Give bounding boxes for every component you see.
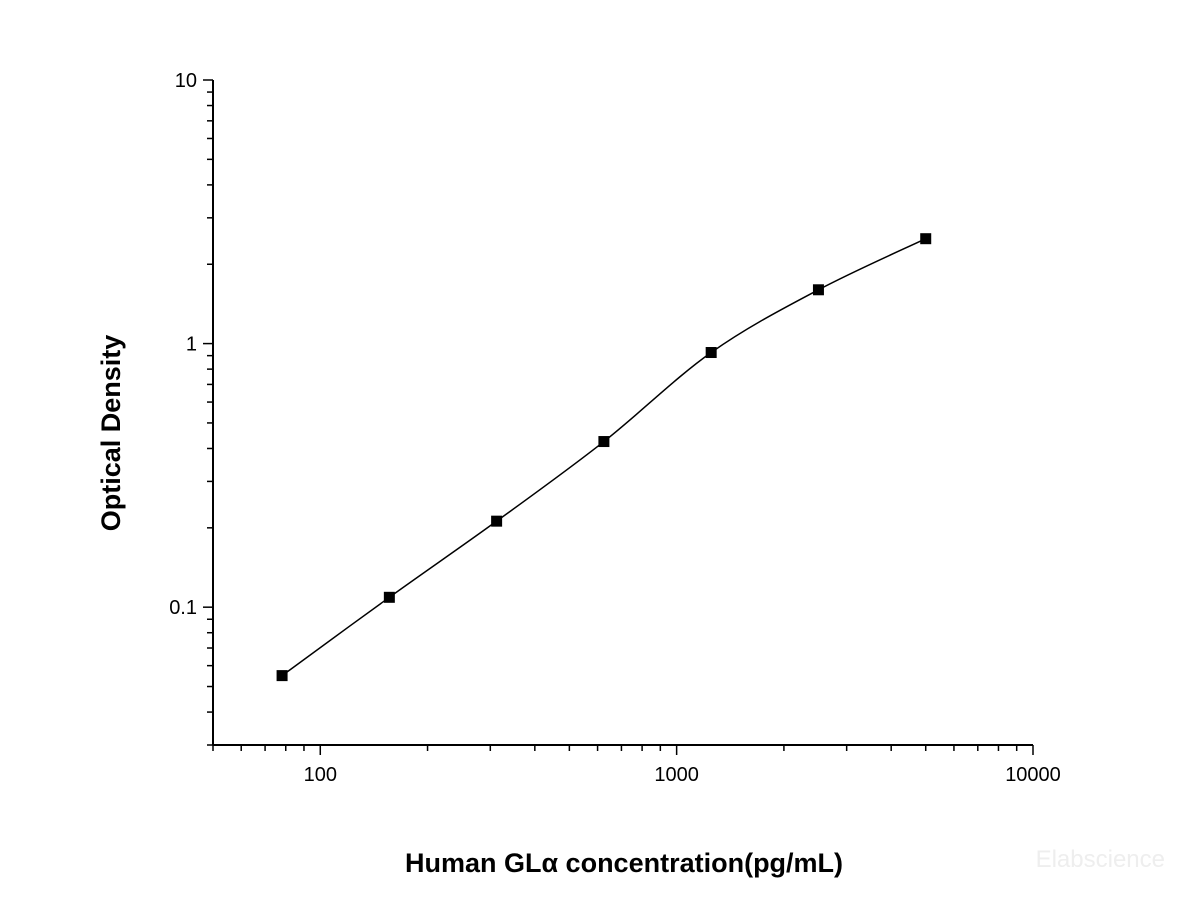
x-tick-label: 100 xyxy=(304,764,337,786)
y-tick-label: 10 xyxy=(175,70,197,92)
axes xyxy=(203,79,1034,755)
data-point xyxy=(598,436,610,448)
watermark-logo: Elabscience xyxy=(1036,846,1165,873)
x-tick-label: 1000 xyxy=(654,764,699,786)
data-point xyxy=(276,670,288,682)
data-point xyxy=(491,515,503,527)
fit-curve xyxy=(281,238,927,677)
data-point xyxy=(920,233,932,245)
data-point xyxy=(705,347,717,359)
y-tick-label: 1 xyxy=(186,334,197,356)
data-point xyxy=(812,284,824,296)
y-tick-label: 0.1 xyxy=(169,597,197,619)
y-axis-title: Optical Density xyxy=(96,335,126,532)
x-tick-label: 10000 xyxy=(1005,764,1061,786)
x-axis-title: Human GLα concentration(pg/mL) xyxy=(405,848,843,878)
tick-labels: 100 1000 10000 0.1 1 10 xyxy=(169,70,1061,786)
data-point xyxy=(383,591,395,603)
data-points xyxy=(276,233,932,682)
